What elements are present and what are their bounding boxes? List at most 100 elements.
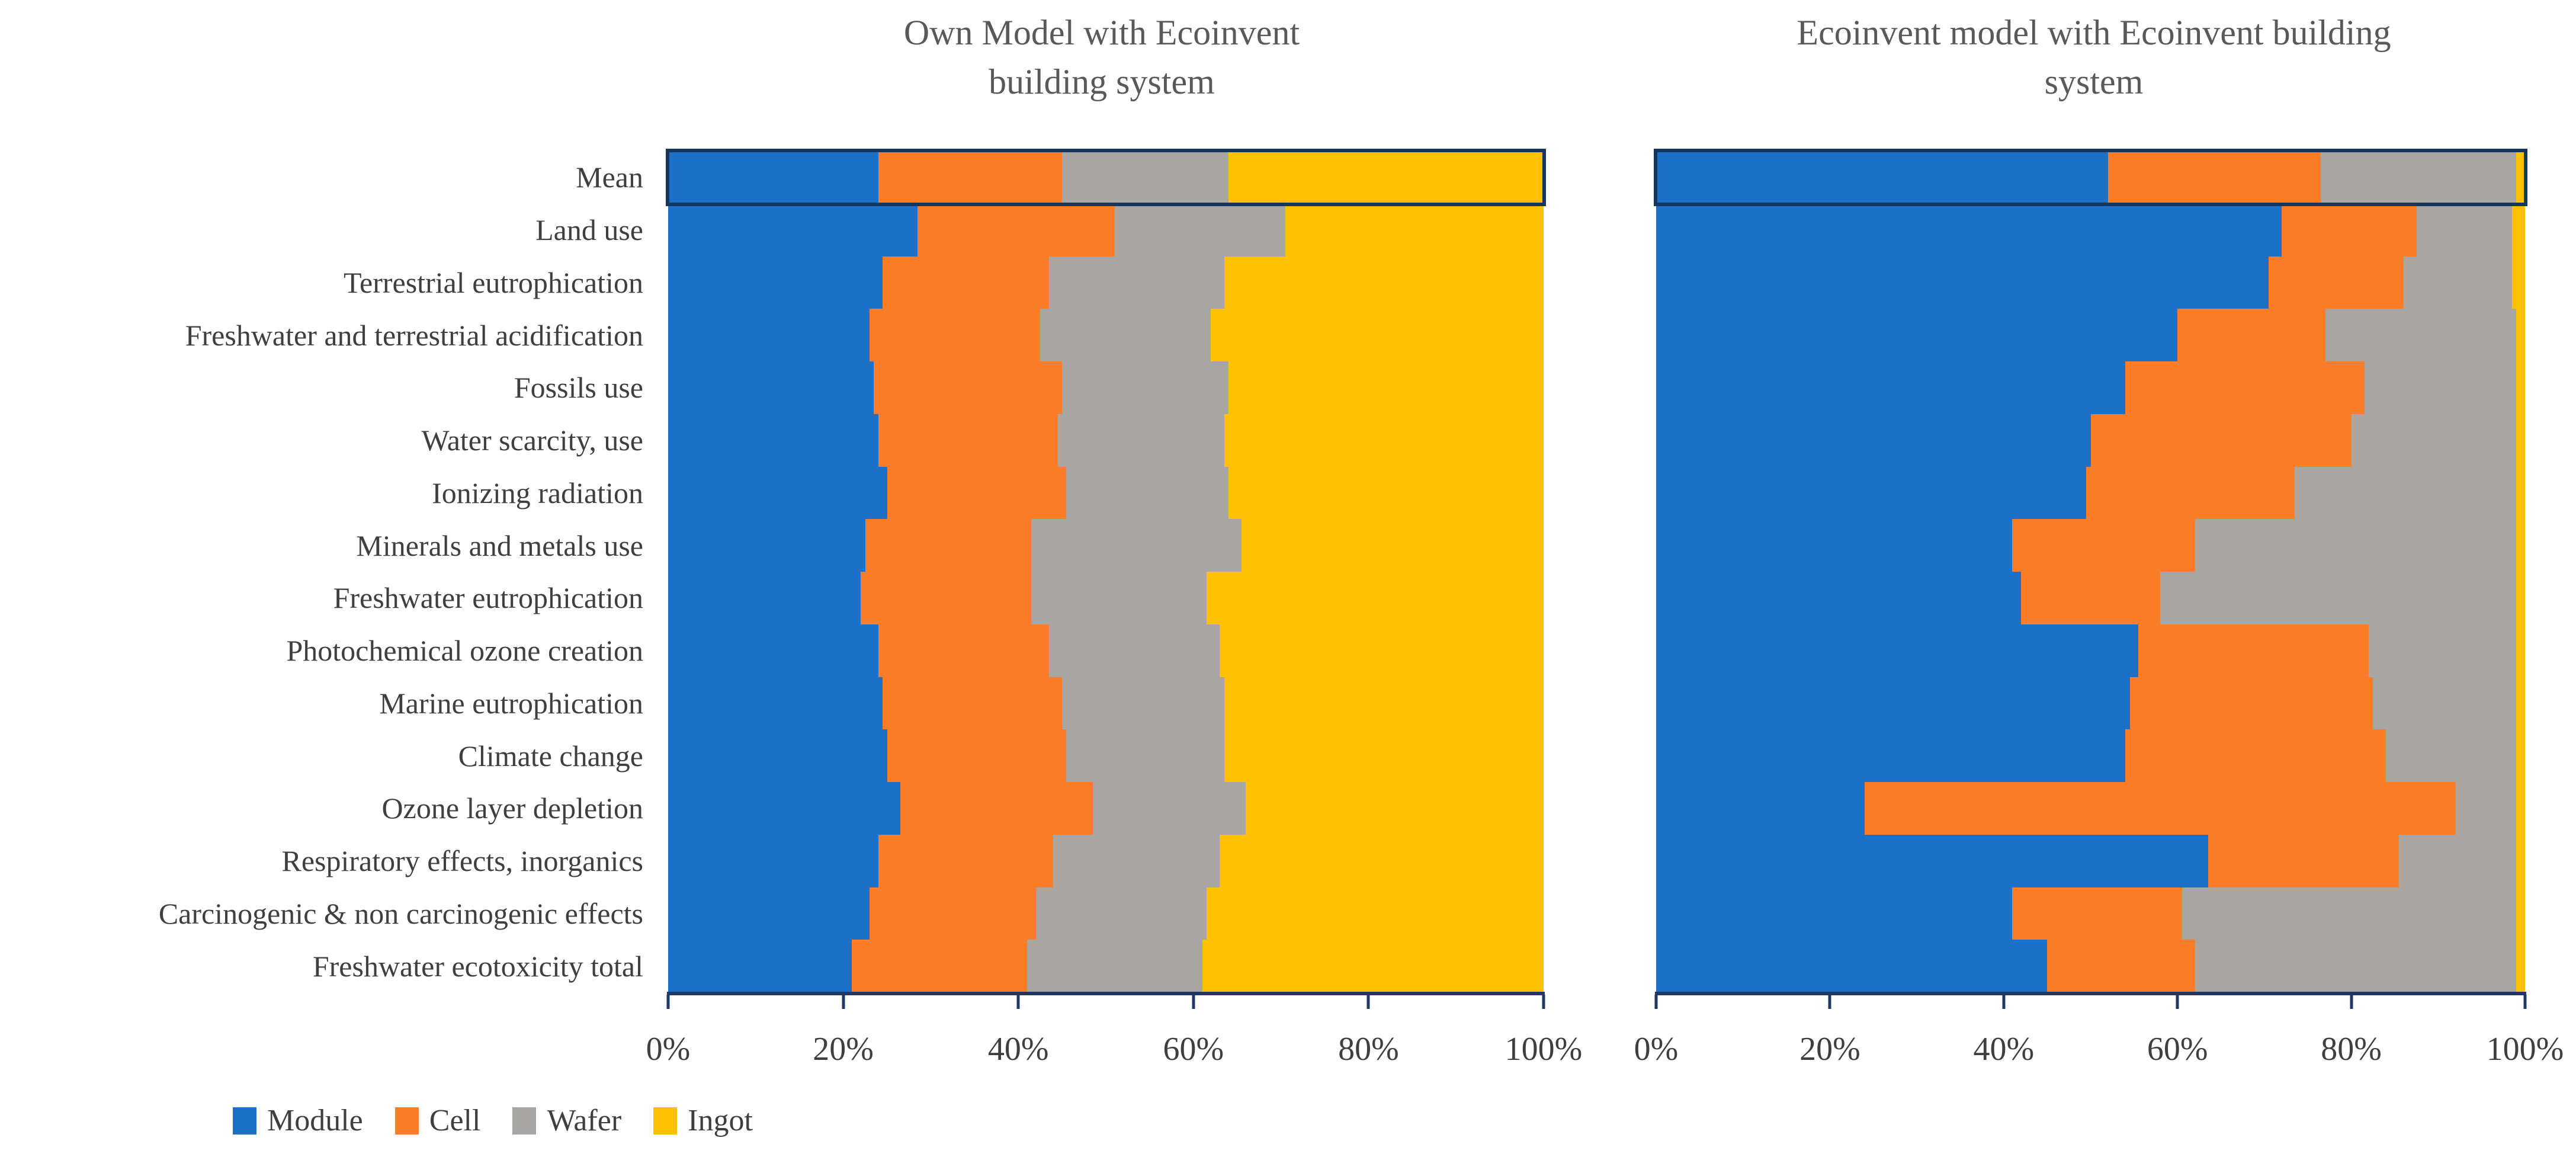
cell-segment — [874, 361, 1063, 414]
legend-item-cell: Cell — [394, 1103, 480, 1138]
ingot-segment — [2516, 572, 2525, 624]
bar-row-freshwater-eutrophication — [1656, 572, 2525, 624]
bar-row-carcinogenic-non-carcinogenic-effects — [1656, 887, 2525, 940]
ingot-segment — [1211, 309, 1544, 361]
x-tick-label-40: 40% — [987, 1031, 1049, 1068]
x-tick-label-0: 0% — [1634, 1031, 1679, 1068]
wafer-segment — [1031, 572, 1207, 624]
ingot-segment — [1224, 677, 1544, 730]
module-segment — [1656, 414, 2091, 467]
module-segment — [1656, 782, 1865, 835]
wafer-swatch-icon — [512, 1107, 537, 1135]
module-segment — [668, 414, 878, 467]
wafer-segment — [2403, 256, 2512, 309]
bar-row-climate-change — [1656, 729, 2525, 782]
ingot-segment — [1228, 151, 1544, 204]
module-segment — [668, 519, 865, 572]
wafer-segment — [1053, 834, 1220, 887]
module-segment — [1656, 309, 2178, 361]
left-chart-title-line1: Own Model with Ecoinvent — [903, 13, 1300, 52]
module-segment — [1656, 151, 2108, 204]
module-segment — [668, 572, 861, 624]
ingot-swatch-icon — [653, 1107, 678, 1135]
cell-segment — [869, 887, 1036, 940]
category-label-respiratory-effects-inorganics: Respiratory effects, inorganics — [281, 844, 643, 878]
wafer-segment — [2351, 414, 2517, 467]
module-segment — [668, 151, 878, 204]
bar-row-ozone-layer-depletion — [1656, 782, 2525, 835]
wafer-segment — [1048, 624, 1220, 677]
ingot-segment — [1242, 519, 1544, 572]
module-segment — [1656, 203, 2282, 257]
right-chart-title-line2: system — [2044, 62, 2144, 101]
legend-label-ingot: Ingot — [688, 1104, 753, 1137]
wafer-segment — [1062, 361, 1228, 414]
x-axis-line — [1655, 992, 2526, 995]
ingot-segment — [2516, 729, 2525, 782]
bar-row-mean — [668, 151, 1544, 204]
module-segment — [668, 940, 852, 992]
wafer-segment — [2325, 309, 2517, 361]
x-tick-label-0: 0% — [646, 1031, 691, 1068]
x-tick-label-20: 20% — [813, 1031, 874, 1068]
category-label-freshwater-and-terrestrial-acidification: Freshwater and terrestrial acidification — [185, 318, 643, 352]
x-axis-tick — [1654, 995, 1658, 1009]
right-chart-title: Ecoinvent model with Ecoinvent building … — [1664, 8, 2523, 107]
bar-row-freshwater-ecotoxicity-total — [1656, 940, 2525, 992]
category-label-fossils-use: Fossils use — [514, 371, 643, 405]
module-segment — [668, 887, 870, 940]
module-segment — [1656, 834, 2208, 887]
ingot-segment — [1246, 782, 1544, 835]
ingot-segment — [1228, 361, 1544, 414]
cell-segment — [2086, 466, 2295, 520]
wafer-segment — [1040, 309, 1211, 361]
ingot-segment — [2516, 834, 2525, 887]
ingot-segment — [1202, 940, 1544, 992]
ingot-segment — [2516, 624, 2525, 677]
x-tick-label-80: 80% — [1338, 1031, 1399, 1068]
cell-segment — [883, 256, 1049, 309]
bar-row-ionizing-radiation — [668, 466, 1544, 520]
module-segment — [1656, 466, 2087, 520]
bar-row-ozone-layer-depletion — [668, 782, 1544, 835]
cell-segment — [2107, 151, 2321, 204]
bar-row-photochemical-ozone-creation — [668, 624, 1544, 677]
bar-row-fossils-use — [1656, 361, 2525, 414]
bar-row-water-scarcity-use — [668, 414, 1544, 467]
cell-segment — [878, 834, 1054, 887]
cell-segment — [869, 309, 1041, 361]
legend-item-module: Module — [233, 1103, 363, 1138]
module-segment — [668, 203, 918, 257]
category-label-freshwater-eutrophication: Freshwater eutrophication — [333, 581, 643, 615]
wafer-segment — [1114, 203, 1285, 257]
category-label-water-scarcity-use: Water scarcity, use — [421, 424, 644, 457]
x-axis-tick — [1192, 995, 1195, 1009]
module-segment — [1656, 677, 2130, 730]
x-axis-tick — [1828, 995, 1831, 1009]
x-tick-label-100: 100% — [2486, 1031, 2564, 1068]
wafer-segment — [2364, 361, 2517, 414]
bar-row-carcinogenic-non-carcinogenic-effects — [668, 887, 1544, 940]
right-chart-title-line1: Ecoinvent model with Ecoinvent building — [1797, 13, 2391, 52]
wafer-segment — [2368, 624, 2517, 677]
x-axis-line — [667, 992, 1545, 995]
module-segment — [1656, 361, 2126, 414]
y-axis-labels: Mean Land use Terrestrial eutrophication Fr… — [0, 151, 652, 992]
cell-segment — [900, 782, 1093, 835]
category-label-ozone-layer-depletion: Ozone layer depletion — [381, 792, 643, 825]
category-label-marine-eutrophication: Marine eutrophication — [379, 686, 643, 720]
cell-swatch-icon — [394, 1107, 419, 1135]
category-label-minerals-and-metals-use: Minerals and metals use — [356, 528, 643, 562]
wafer-segment — [2373, 677, 2517, 730]
legend-label-wafer: Wafer — [547, 1104, 622, 1137]
ingot-segment — [1220, 834, 1544, 887]
cell-segment — [2129, 677, 2373, 730]
bar-row-freshwater-and-terrestrial-acidification — [668, 309, 1544, 361]
wafer-segment — [1092, 782, 1246, 835]
x-axis-tick — [2002, 995, 2006, 1009]
cell-segment — [2282, 203, 2417, 257]
x-axis-tick — [842, 995, 845, 1009]
ingot-segment — [2516, 414, 2525, 467]
wafer-segment — [2195, 519, 2517, 572]
cell-segment — [2047, 940, 2195, 992]
